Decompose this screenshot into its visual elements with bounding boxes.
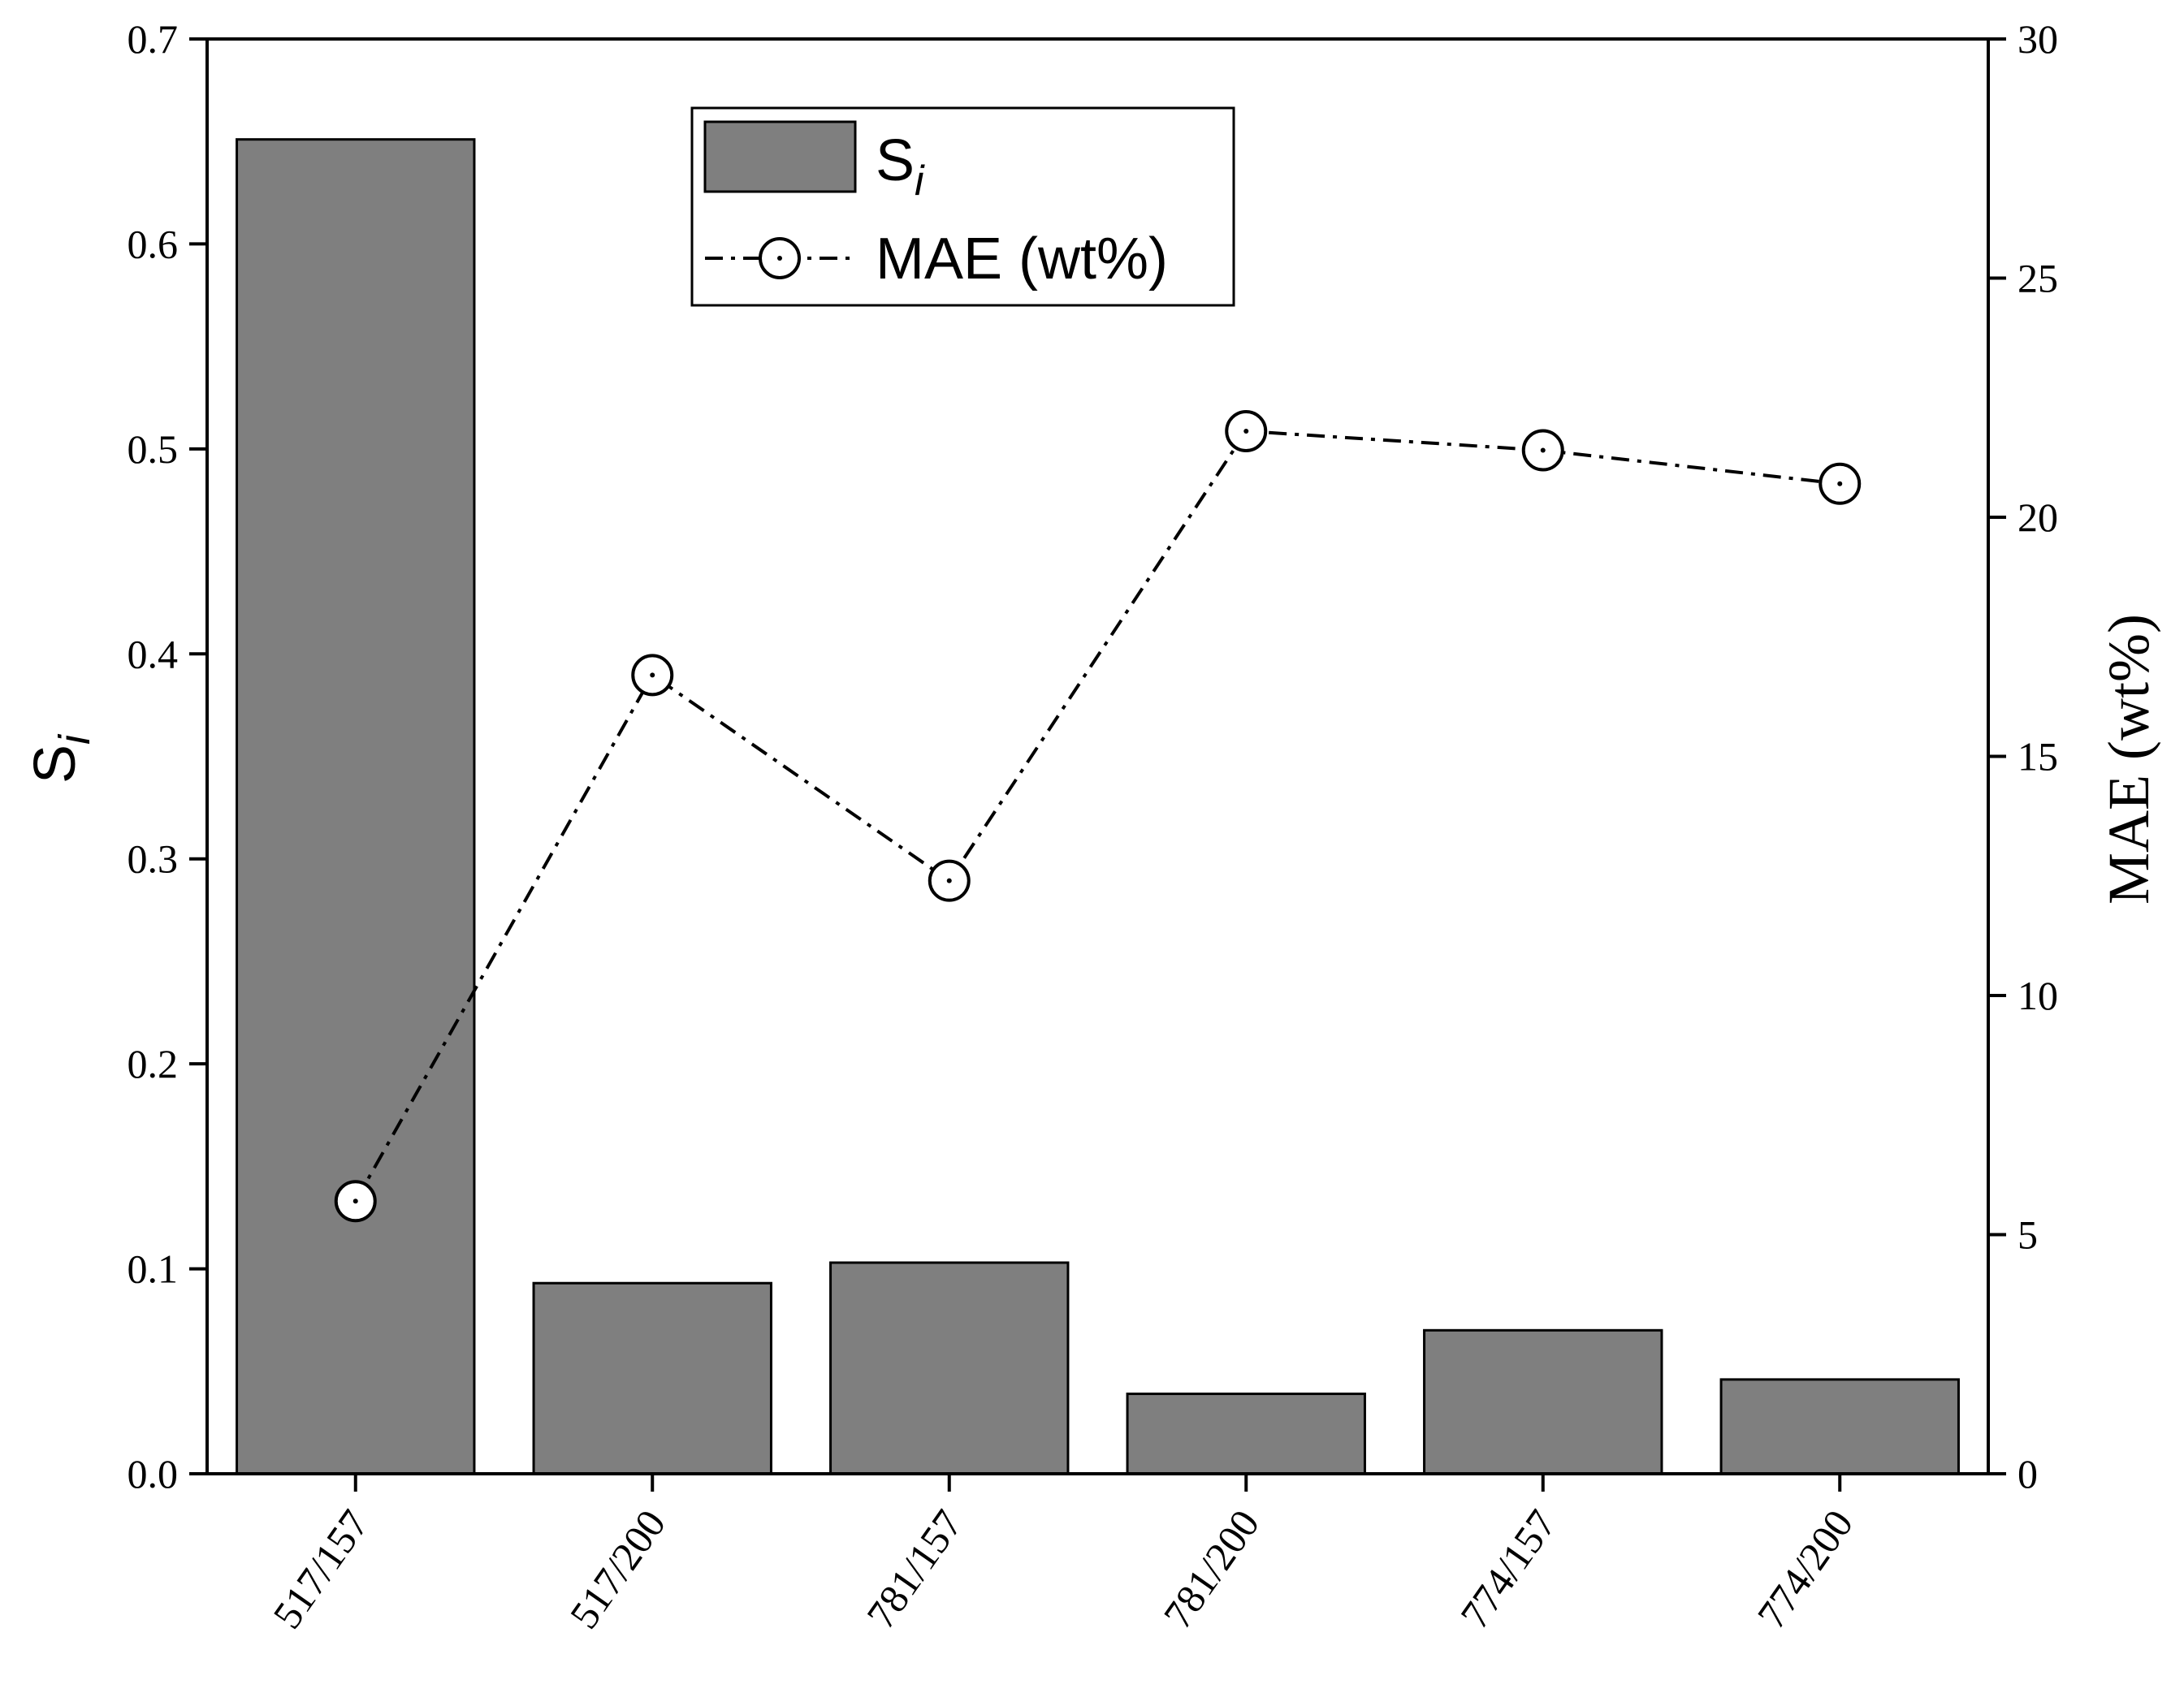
- legend-circle-dot: [777, 256, 782, 261]
- left-tick-label: 0.0: [128, 1451, 179, 1497]
- bar-series: [236, 138, 1960, 1475]
- mae-point-center: [1243, 428, 1249, 434]
- mae-point-center: [1837, 481, 1843, 486]
- x-axis: 517/157 517/200 781/157 781/200 774/157 774/2…: [264, 1474, 1862, 1637]
- left-tick-label: 0.7: [128, 16, 179, 62]
- legend-bar-swatch: [703, 120, 857, 193]
- mae-point-center: [946, 878, 952, 883]
- mae-point-center: [352, 1199, 358, 1204]
- left-axis: 0.0 0.1 0.2 0.3 0.4 0.5 0.6 0.7: [128, 16, 207, 1497]
- right-tick-label: 10: [2017, 973, 2058, 1018]
- left-tick-label: 0.4: [128, 631, 179, 676]
- bar-781-200: [1126, 1393, 1366, 1475]
- bar-774-157: [1423, 1328, 1663, 1475]
- bar-781-157: [829, 1261, 1070, 1475]
- left-axis-title: Si: [23, 733, 99, 784]
- right-tick-label: 20: [2017, 495, 2058, 540]
- right-tick-label: 15: [2017, 734, 2058, 780]
- right-tick-label: 25: [2017, 256, 2058, 301]
- right-axis: 0 5 10 15 20 25 30: [1988, 16, 2058, 1497]
- right-axis-title: MAE (wt%): [2096, 614, 2161, 905]
- mae-point-center: [1540, 447, 1546, 453]
- legend-line-label: MAE (wt%): [876, 227, 1168, 292]
- right-tick-label: 5: [2017, 1212, 2038, 1258]
- legend-bar-label: Si: [876, 128, 925, 205]
- bar-517-200: [532, 1281, 772, 1475]
- x-tick-label: 781/200: [1154, 1501, 1268, 1636]
- left-tick-label: 0.2: [128, 1041, 179, 1086]
- mae-line-series: [334, 409, 1862, 1223]
- bar-517-157: [236, 138, 476, 1475]
- x-tick-label: 781/157: [858, 1501, 971, 1636]
- right-tick-label: 30: [2017, 16, 2058, 62]
- left-tick-label: 0.5: [128, 426, 179, 472]
- left-tick-label: 0.6: [128, 221, 179, 266]
- x-tick-label: 517/157: [264, 1501, 378, 1636]
- mae-point-center: [650, 672, 655, 678]
- right-tick-label: 0: [2017, 1451, 2038, 1497]
- x-tick-label: 517/200: [560, 1501, 674, 1636]
- bar-774-200: [1719, 1378, 1960, 1475]
- left-tick-label: 0.3: [128, 836, 179, 882]
- x-tick-label: 774/157: [1451, 1501, 1565, 1636]
- x-tick-label: 774/200: [1748, 1501, 1862, 1636]
- mae-line: [354, 429, 1840, 1203]
- left-tick-label: 0.1: [128, 1246, 179, 1292]
- legend: Si MAE (wt%): [690, 106, 1235, 307]
